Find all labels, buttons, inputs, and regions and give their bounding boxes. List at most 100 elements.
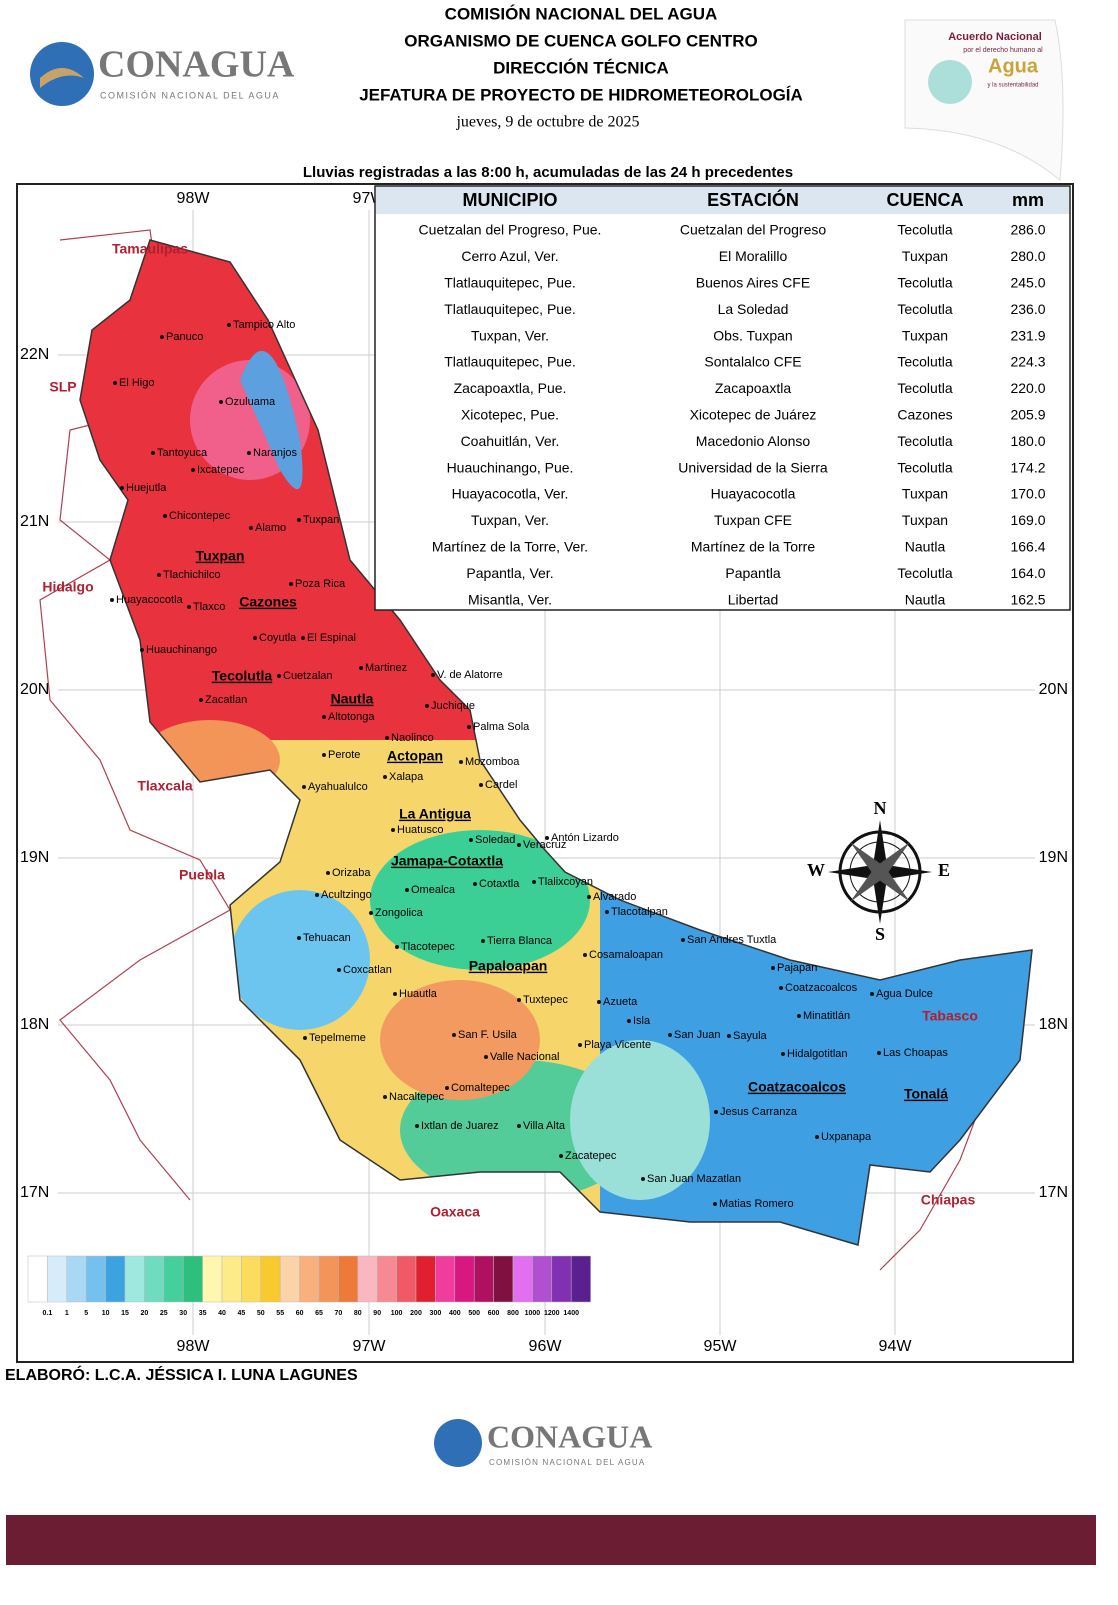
town-label: Huejutla xyxy=(126,482,167,494)
town-label: Hidalgotitlan xyxy=(787,1048,848,1060)
town-label: Cuetzalan xyxy=(283,670,333,682)
basin-label: Papaloapan xyxy=(469,958,548,974)
badge-text: Acuerdo Nacional xyxy=(948,31,1042,43)
legend-label: 400 xyxy=(449,1310,461,1317)
town-label: Orizaba xyxy=(332,867,371,879)
legend-label: 0.1 xyxy=(43,1310,53,1317)
basin-label: Cazones xyxy=(239,594,297,610)
table-header-bg xyxy=(376,187,1069,214)
town-label: Tlacotepec xyxy=(401,941,455,953)
badge-bg xyxy=(904,19,1064,182)
town-label: Alamo xyxy=(255,522,286,534)
town-label: Ixcatepec xyxy=(197,464,245,476)
town-dot xyxy=(253,636,257,640)
town-dot xyxy=(110,598,114,602)
table-cell: 169.0 xyxy=(1010,512,1045,528)
state-label: Tamaulipas xyxy=(112,241,188,257)
town-label: Tierra Blanca xyxy=(487,935,553,947)
town-label: Perote xyxy=(328,749,360,761)
town-label: Ixtlan de Juarez xyxy=(421,1120,499,1132)
town-dot xyxy=(415,1124,419,1128)
town-label: Antón Lizardo xyxy=(551,832,619,844)
legend-label: 600 xyxy=(488,1310,500,1317)
state-label: Tlaxcala xyxy=(137,778,192,794)
table-cell: 180.0 xyxy=(1010,433,1045,449)
legend-swatch xyxy=(105,1255,126,1303)
lon-label: 97W xyxy=(353,1338,387,1355)
town-label: Huauchinango xyxy=(146,644,217,656)
town-dot xyxy=(815,1135,819,1139)
table-cell: Papantla, Ver. xyxy=(466,565,553,581)
table-cell: 231.9 xyxy=(1010,327,1045,343)
town-label: Tehuacan xyxy=(303,932,351,944)
town-label: Tampico Alto xyxy=(233,319,295,331)
table-cell: Tecolutla xyxy=(897,380,952,396)
town-label: Naranjos xyxy=(253,447,298,459)
town-dot xyxy=(383,1095,387,1099)
legend-swatch xyxy=(396,1255,417,1303)
logo-icon xyxy=(40,68,84,88)
legend-label: 100 xyxy=(391,1310,403,1317)
town-label: Pajapan xyxy=(777,962,817,974)
basin-label: Tecolutla xyxy=(212,668,273,684)
town-dot xyxy=(668,1033,672,1037)
town-label: Chicontepec xyxy=(169,510,231,522)
table-cell: 220.0 xyxy=(1010,380,1045,396)
legend-swatch xyxy=(338,1255,359,1303)
table-cell: Tecolutla xyxy=(897,222,952,238)
logo-icon xyxy=(434,1419,482,1467)
table-cell: Tuxpan xyxy=(902,486,948,502)
town-dot xyxy=(467,725,471,729)
header-line: COMISIÓN NACIONAL DEL AGUA xyxy=(445,4,718,23)
town-label: Agua Dulce xyxy=(876,988,933,1000)
legend-swatch xyxy=(415,1255,436,1303)
legend-label: 25 xyxy=(160,1310,168,1317)
legend-label: 35 xyxy=(199,1310,207,1317)
town-dot xyxy=(727,1034,731,1038)
legend-label: 80 xyxy=(354,1310,362,1317)
legend-label: 40 xyxy=(218,1310,226,1317)
lat-label: 19N xyxy=(1039,849,1068,866)
lat-label: 19N xyxy=(20,849,49,866)
table-cell: Macedonio Alonso xyxy=(696,433,811,449)
town-label: San Juan xyxy=(674,1029,720,1041)
map-labels: Tamaulipas SLP Hidalgo Tlaxcala Puebla Oaxaca… xyxy=(42,241,978,1220)
town-dot xyxy=(369,911,373,915)
table-cell: Tuxpan, Ver. xyxy=(471,327,549,343)
town-label: Uxpanapa xyxy=(821,1131,872,1143)
legend-swatch xyxy=(376,1255,397,1303)
compass-letter: N xyxy=(874,798,887,818)
town-dot xyxy=(605,910,609,914)
lat-label: 17N xyxy=(1039,1184,1068,1201)
town-dot xyxy=(713,1202,717,1206)
town-label: Valle Nacional xyxy=(490,1051,560,1063)
town-dot xyxy=(473,882,477,886)
town-dot xyxy=(545,836,549,840)
legend-swatch xyxy=(473,1255,494,1303)
town-label: V. de Alatorre xyxy=(437,669,503,681)
legend-label: 800 xyxy=(507,1310,519,1317)
table-cell: Coahuitlán, Ver. xyxy=(461,433,560,449)
footer-bar xyxy=(6,1515,1096,1565)
town-label: Zacatepec xyxy=(565,1150,617,1162)
town-label: Tlacotalpan xyxy=(611,906,668,918)
lat-label: 20N xyxy=(1039,681,1068,698)
town-label: Poza Rica xyxy=(295,578,346,590)
lat-label: 18N xyxy=(20,1016,49,1033)
town-dot xyxy=(779,986,783,990)
rain-area xyxy=(230,890,370,1030)
legend-label: 1400 xyxy=(563,1310,579,1317)
town-label: Coxcatlan xyxy=(343,964,392,976)
table-header: mm xyxy=(1012,190,1044,210)
rain-area xyxy=(380,980,540,1100)
town-dot xyxy=(771,966,775,970)
town-dot xyxy=(322,753,326,757)
town-dot xyxy=(627,1019,631,1023)
author: ELABORÓ: L.C.A. JÉSSICA I. LUNA LAGUNES xyxy=(5,1365,358,1384)
town-dot xyxy=(391,828,395,832)
legend-label: 90 xyxy=(373,1310,381,1317)
town-label: Nacaltepec xyxy=(389,1091,445,1103)
table-cell: Tlatlauquitepec, Pue. xyxy=(444,354,576,370)
table-cell: Huayacocotla, Ver. xyxy=(452,486,569,502)
table: MUNICIPIO ESTACIÓN CUENCA mm Cuetzalan del P… xyxy=(419,189,1046,608)
